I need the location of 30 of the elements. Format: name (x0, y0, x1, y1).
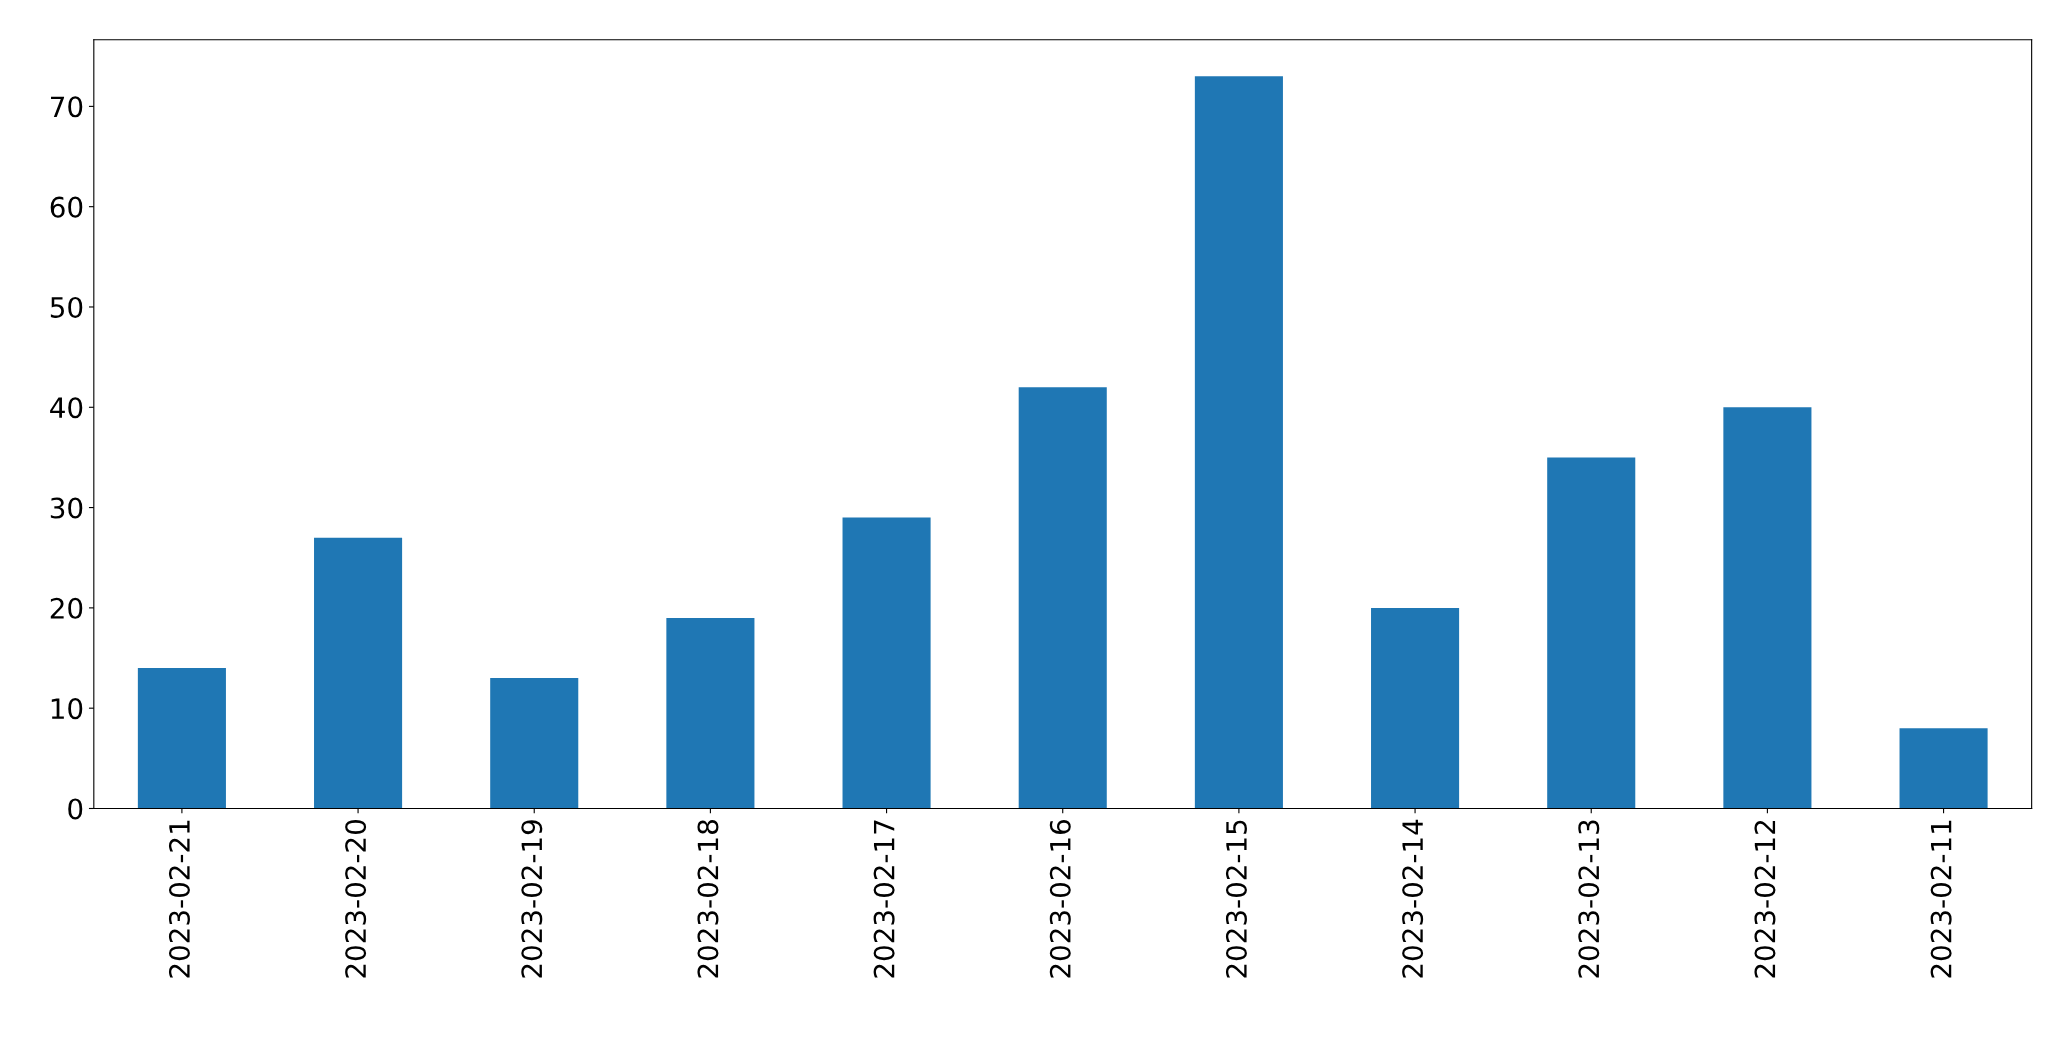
y-tick-label: 60 (50, 196, 83, 218)
y-tick-label: 10 (51, 698, 83, 720)
x-tick-label: 2023-02-14 (1402, 819, 1424, 978)
x-tick-label: 2023-02-13 (1578, 820, 1600, 978)
x-tick-label: 2023-02-16 (1049, 819, 1071, 978)
bar (666, 617, 755, 809)
bar (1371, 607, 1460, 809)
x-tick-label: 2023-02-12 (1754, 820, 1776, 978)
x-tick-label: 2023-02-17 (873, 820, 895, 978)
y-tick-label: 0 (68, 798, 83, 820)
bar (1723, 407, 1812, 809)
y-tick-label: 50 (50, 296, 83, 318)
bar (1899, 728, 1988, 809)
bar (1018, 387, 1107, 809)
bar (137, 668, 226, 809)
x-tick-label: 2023-02-21 (168, 820, 190, 978)
x-tick-label: 2023-02-18 (697, 820, 719, 978)
bar (490, 678, 579, 809)
y-tick-label: 40 (50, 397, 83, 419)
x-tick-label: 2023-02-11 (1930, 820, 1952, 978)
bar (314, 537, 403, 809)
x-tick-label: 2023-02-20 (345, 820, 367, 978)
bar (1547, 457, 1636, 809)
y-tick-label: 20 (50, 597, 83, 619)
bar (842, 517, 931, 809)
x-tick-label: 2023-02-19 (521, 820, 543, 978)
x-tick-label: 2023-02-15 (1225, 820, 1247, 978)
y-tick-label: 70 (51, 96, 83, 118)
y-tick-label: 30 (50, 497, 83, 519)
bar (1194, 76, 1283, 809)
